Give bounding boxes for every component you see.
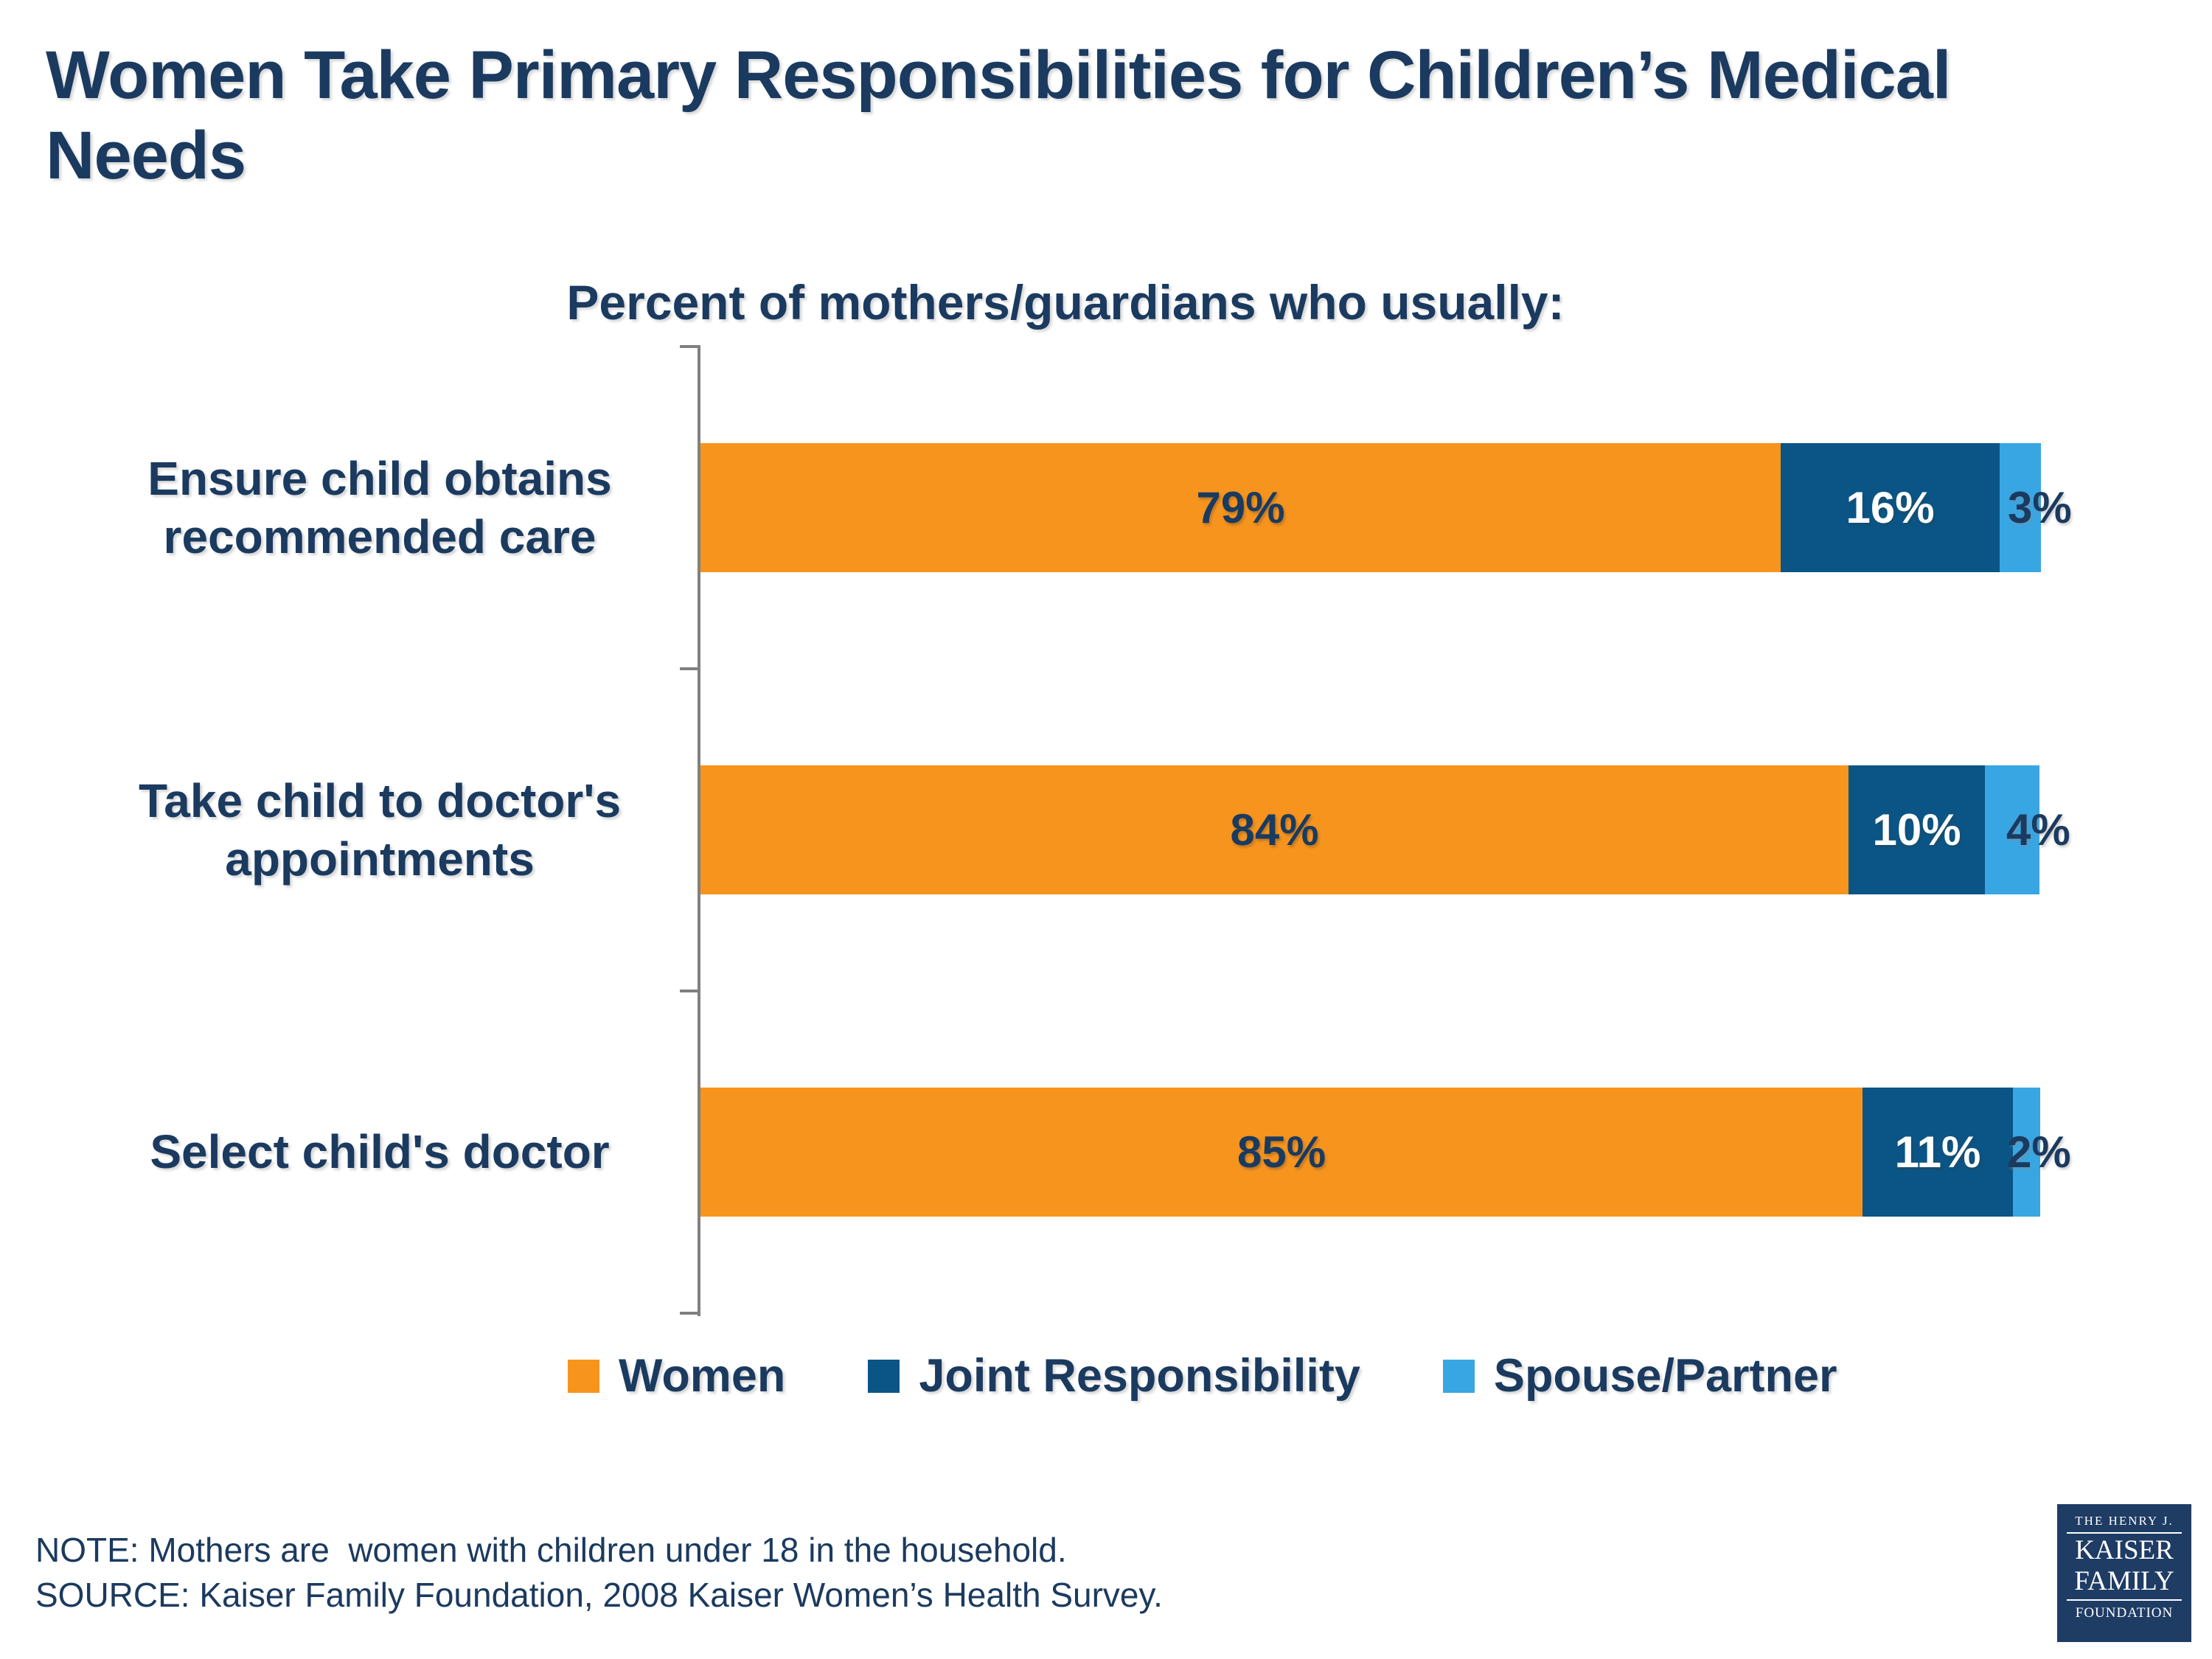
category-axis-tick — [680, 667, 700, 670]
segment-value-label: 11% — [1894, 1127, 1981, 1177]
category-axis-line — [698, 345, 700, 1316]
kaiser-family-foundation-logo: THE HENRY J. KAISER FAMILY FOUNDATION — [2057, 1504, 2191, 1642]
bar-segment-women: 85% — [700, 1088, 1863, 1217]
logo-foundation: FOUNDATION — [2075, 1605, 2174, 1621]
legend-label-women: Women — [619, 1350, 786, 1402]
note-text: NOTE: Mothers are women with children un… — [35, 1531, 1067, 1569]
category-label: Select child's doctor — [150, 1125, 610, 1179]
logo-the-henry-j: THE HENRY J. — [2067, 1514, 2182, 1534]
bar-segment-women: 79% — [700, 443, 1781, 572]
category-axis-tick — [680, 1312, 700, 1315]
bar-segment-spouse-partner — [2000, 443, 2041, 572]
legend-swatch-spouse-partner — [1442, 1359, 1475, 1393]
bar-segment-joint-responsibility: 16% — [1781, 443, 2000, 572]
bar-segment-spouse-partner — [2013, 1088, 2040, 1217]
bar-segment-spouse-partner — [1985, 765, 2039, 894]
legend-swatch-women — [568, 1359, 599, 1393]
note-source-block: NOTE: Mothers are women with children un… — [35, 1528, 1163, 1617]
category-label: Ensure child obtains recommended care — [147, 452, 612, 563]
source-text: SOURCE: Kaiser Family Foundation, 2008 K… — [35, 1575, 1163, 1614]
category-label: Take child to doctor's appointments — [138, 774, 622, 886]
bar-segment-joint-responsibility: 11% — [1863, 1088, 2013, 1217]
legend-swatch-joint-responsibility — [868, 1359, 900, 1393]
segment-value-label: 79% — [1196, 483, 1285, 532]
segment-value-label-outside: 4% — [2006, 805, 2070, 855]
chart-legend: Women Joint Responsibility Spouse/Partne… — [568, 1349, 1837, 1402]
bar-segment-joint-responsibility: 10% — [1848, 765, 1985, 894]
chart-subtitle: Percent of mothers/guardians who usually… — [566, 275, 1565, 330]
bar-segment-women: 84% — [700, 765, 1848, 894]
category-axis-tick — [680, 345, 700, 348]
chart-title: Women Take Primary Responsibilities for … — [46, 38, 1951, 193]
segment-value-label-outside: 3% — [2008, 483, 2072, 532]
segment-value-label: 85% — [1237, 1127, 1326, 1177]
legend-label-spouse-partner: Spouse/Partner — [1493, 1350, 1837, 1402]
logo-family: FAMILY — [2067, 1566, 2182, 1601]
segment-value-label-outside: 2% — [2007, 1127, 2071, 1177]
legend-item-women: Women — [568, 1349, 785, 1402]
segment-value-label: 10% — [1872, 805, 1961, 855]
segment-value-label: 16% — [1846, 483, 1935, 532]
legend-label-joint-responsibility: Joint Responsibility — [919, 1350, 1360, 1402]
category-axis-tick — [680, 990, 700, 992]
legend-item-joint-responsibility: Joint Responsibility — [868, 1349, 1360, 1402]
legend-item-spouse-partner: Spouse/Partner — [1442, 1349, 1837, 1402]
logo-kaiser: KAISER — [2075, 1535, 2174, 1565]
segment-value-label: 84% — [1230, 805, 1319, 855]
